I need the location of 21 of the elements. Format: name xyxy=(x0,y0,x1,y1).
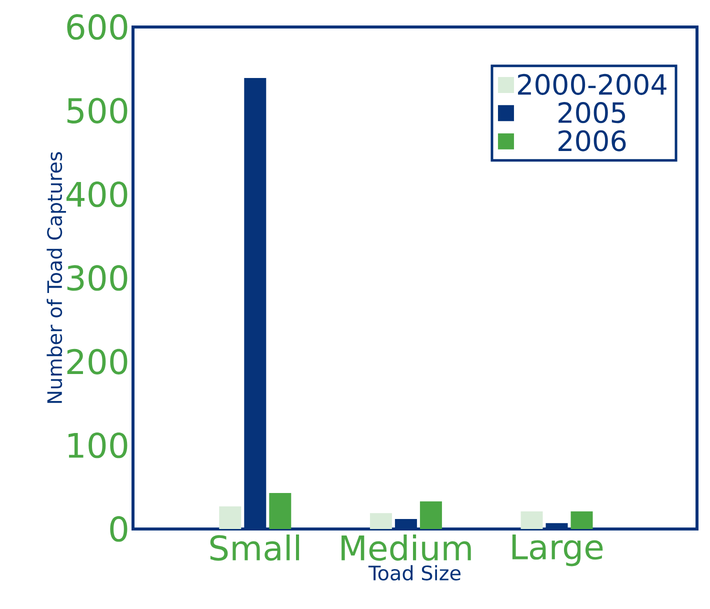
bar xyxy=(219,506,242,529)
y-tick-label: 100 xyxy=(68,432,128,458)
y-tick-label: 400 xyxy=(66,182,128,208)
legend-label: 2005 xyxy=(558,102,626,124)
y-tick-label: 300 xyxy=(67,265,128,291)
y-tick-label: 0 xyxy=(110,516,128,542)
x-tick-label: Medium xyxy=(342,534,471,561)
legend-label: 2006 xyxy=(558,130,626,152)
x-axis-title: Toad Size xyxy=(368,565,460,581)
y-tick-label: 500 xyxy=(67,98,128,124)
bar xyxy=(520,511,543,529)
y-tick-label: 200 xyxy=(67,348,128,374)
y-axis-title: Number of Toad Captures xyxy=(46,152,66,403)
x-tick-label: Small xyxy=(210,534,300,561)
bar xyxy=(570,511,593,529)
legend-label: 2000-2004 xyxy=(518,74,666,95)
x-tick-label: Large xyxy=(512,534,603,566)
bar xyxy=(370,513,392,529)
bar xyxy=(420,501,442,529)
y-tick-label: 600 xyxy=(67,14,128,40)
bar xyxy=(269,493,292,529)
